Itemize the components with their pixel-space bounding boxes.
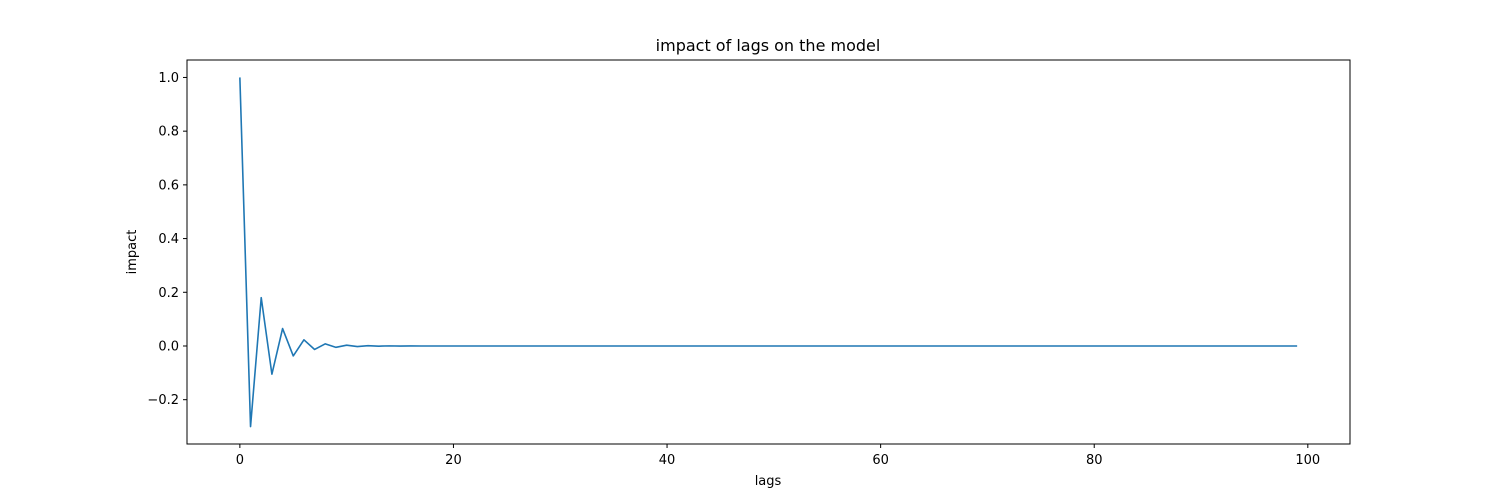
y-tick-label: 0.2 [158, 286, 179, 301]
x-tick-label: 60 [872, 453, 889, 468]
x-tick-label: 80 [1086, 453, 1103, 468]
y-axis-label: impact [125, 230, 140, 275]
x-tick-label: 40 [659, 453, 676, 468]
plot-frame [186, 59, 1351, 445]
x-axis: 0 20 40 60 80 100 [236, 444, 1320, 468]
x-axis-label: lags [755, 474, 782, 489]
chart-title: impact of lags on the model [656, 36, 881, 55]
x-tick-label: 100 [1295, 453, 1320, 468]
y-tick-label: 0.0 [158, 339, 179, 354]
y-tick-label: 0.6 [158, 178, 179, 193]
y-axis: −0.2 0.0 0.2 0.4 0.6 0.8 1.0 [147, 71, 187, 408]
y-tick-label: −0.2 [147, 393, 179, 408]
x-tick-label: 20 [445, 453, 462, 468]
y-tick-label: 0.4 [158, 232, 179, 247]
y-tick-label: 1.0 [158, 71, 179, 86]
x-tick-label: 0 [236, 453, 244, 468]
y-tick-label: 0.8 [158, 125, 179, 140]
plot-area [186, 59, 1351, 445]
series-line-0 [239, 77, 1298, 428]
